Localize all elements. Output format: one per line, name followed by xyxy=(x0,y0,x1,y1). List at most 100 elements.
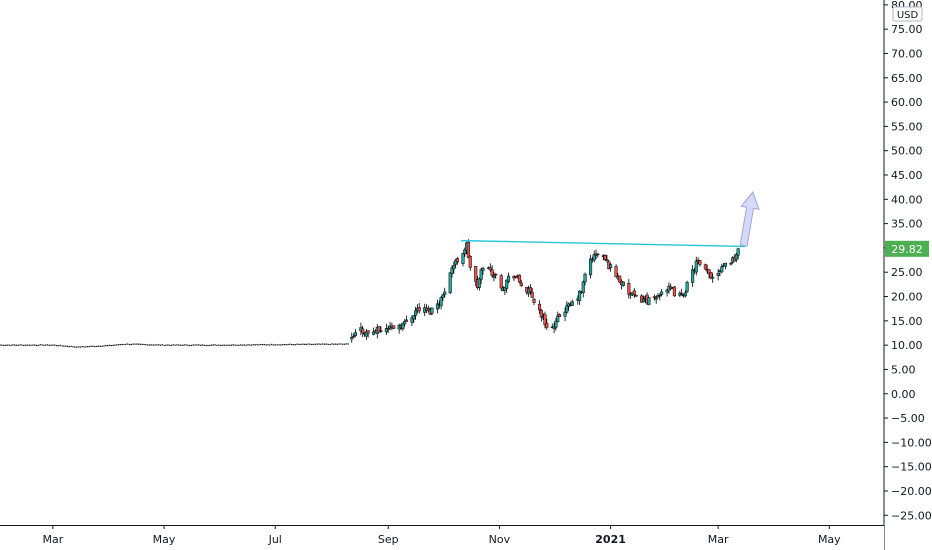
flat-candle xyxy=(263,344,266,346)
candle-body xyxy=(652,296,656,298)
candle-body xyxy=(680,293,684,295)
flat-candle xyxy=(183,344,185,346)
candle-body xyxy=(563,311,567,317)
currency-label: USD xyxy=(897,10,919,21)
flat-candle xyxy=(165,344,167,346)
currency-badge[interactable]: USD xyxy=(892,6,923,22)
flat-candle xyxy=(298,343,300,345)
flat-candle xyxy=(57,345,60,347)
flat-candle xyxy=(172,344,174,346)
candle xyxy=(499,273,503,291)
flat-candle xyxy=(285,344,287,346)
last-price-label: 29.82 xyxy=(891,243,923,256)
candle xyxy=(605,254,609,263)
candle-body xyxy=(654,297,658,300)
candle xyxy=(417,302,421,314)
candle xyxy=(680,288,684,296)
flat-candle xyxy=(234,344,236,346)
candle-body xyxy=(698,260,702,265)
candle-body xyxy=(578,290,582,302)
flat-candle xyxy=(347,343,349,345)
flat-candle xyxy=(41,344,43,346)
flat-candle xyxy=(296,343,298,345)
flat-candle xyxy=(110,344,112,347)
candle-body xyxy=(723,262,727,267)
flat-candle xyxy=(50,344,52,346)
candle-body xyxy=(734,253,738,260)
y-tick-label: 60.00 xyxy=(891,96,923,109)
candle xyxy=(461,252,465,267)
y-tick-label: 25.00 xyxy=(891,266,923,279)
candle xyxy=(452,261,456,274)
flat-candle xyxy=(35,344,38,346)
y-tick-label: 45.00 xyxy=(891,169,923,182)
upward-arrow-annotation xyxy=(739,190,760,247)
flat-candle xyxy=(34,344,36,346)
flat-candle xyxy=(192,344,195,346)
candle xyxy=(716,268,720,281)
flat-candle xyxy=(108,344,111,346)
last-price-badge-box xyxy=(885,240,929,257)
candle-body xyxy=(477,278,481,288)
candle-body xyxy=(539,310,543,318)
candle xyxy=(397,323,401,334)
candle-body xyxy=(417,307,421,312)
candle xyxy=(361,325,365,338)
candle xyxy=(488,263,492,272)
flat-candle xyxy=(88,346,91,348)
flat-candle xyxy=(287,343,289,346)
candle-body xyxy=(448,272,452,294)
x-tick-label: 2021 xyxy=(595,533,626,546)
candle xyxy=(603,254,607,262)
flat-candle xyxy=(239,344,242,346)
candle-body xyxy=(350,337,354,340)
drawings-layer[interactable] xyxy=(461,190,760,248)
flat-candle xyxy=(86,345,89,348)
candle xyxy=(350,332,354,343)
flat-candle xyxy=(77,346,80,348)
flat-candle xyxy=(19,344,21,346)
flat-candle xyxy=(132,343,134,345)
flat-candle xyxy=(320,343,322,345)
candle-body xyxy=(488,267,492,271)
candle-body xyxy=(660,291,664,295)
x-axis-panel[interactable] xyxy=(0,525,884,550)
candle-body xyxy=(672,286,676,297)
y-tick-label: 0.00 xyxy=(891,388,916,401)
flat-candle xyxy=(126,343,129,345)
candle xyxy=(364,329,368,340)
y-axis-panel[interactable] xyxy=(884,0,932,550)
candle xyxy=(468,255,472,271)
flat-candle xyxy=(179,344,182,346)
candle-body xyxy=(707,269,711,275)
flat-candle xyxy=(106,345,109,347)
flat-candle xyxy=(327,343,329,345)
flat-candle xyxy=(1,344,3,346)
candle xyxy=(658,293,662,301)
flat-candle xyxy=(230,344,233,346)
candle xyxy=(443,287,447,298)
candle xyxy=(581,280,585,298)
flat-candle xyxy=(128,343,131,346)
flat-candle xyxy=(188,344,191,347)
flat-candle xyxy=(37,344,40,347)
x-tick-label: Mar xyxy=(42,533,63,546)
flat-candle xyxy=(81,346,83,348)
y-tick-label: −10.00 xyxy=(891,436,932,449)
flat-candle xyxy=(247,344,249,346)
candle xyxy=(430,307,434,316)
y-tick-label: 10.00 xyxy=(891,339,923,352)
flat-candle xyxy=(236,344,238,346)
candle xyxy=(563,307,567,322)
flat-candle xyxy=(214,344,216,346)
candle-body xyxy=(414,310,418,316)
candle-body xyxy=(401,322,405,330)
candle xyxy=(410,315,414,326)
flat-candle xyxy=(291,343,293,346)
candle xyxy=(401,322,405,332)
y-tick-label: 5.00 xyxy=(891,363,916,376)
y-tick-label: 75.00 xyxy=(891,23,923,36)
candle-body xyxy=(543,314,547,326)
candle-body xyxy=(685,282,689,292)
